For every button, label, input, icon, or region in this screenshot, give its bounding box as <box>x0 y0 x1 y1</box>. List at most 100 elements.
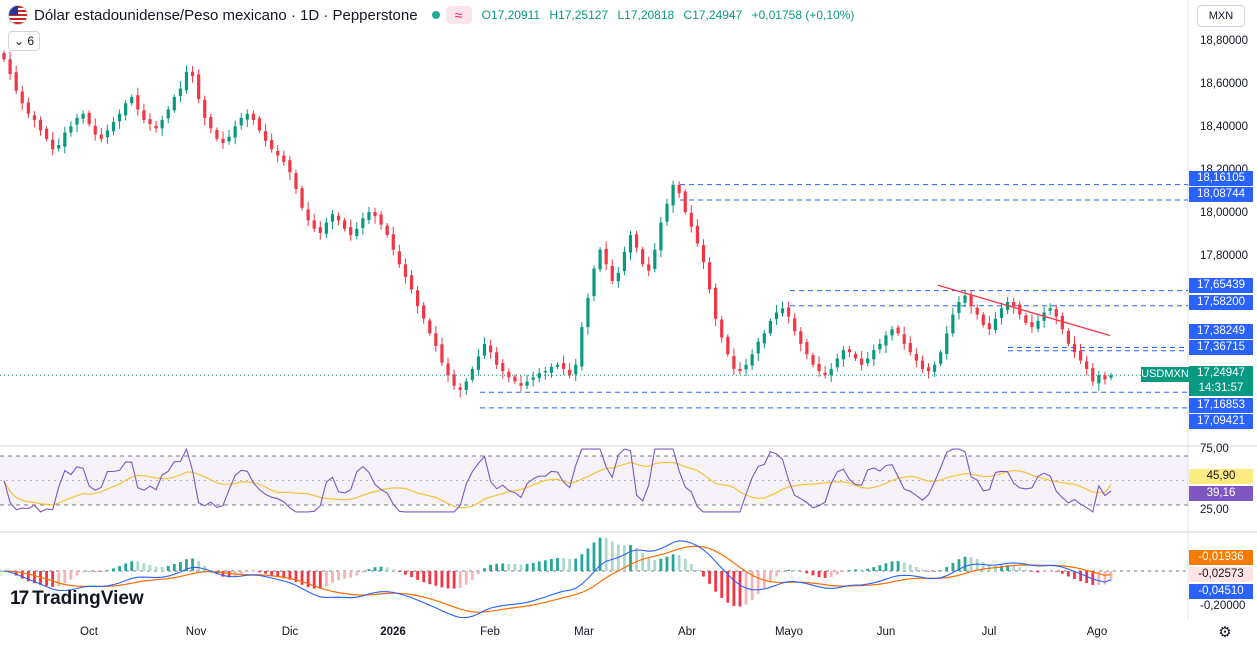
macd-histogram-bar <box>178 562 182 571</box>
macd-histogram-bar <box>14 571 18 576</box>
candle-body <box>531 377 535 380</box>
trendline <box>937 284 1111 337</box>
candlestick-series <box>2 50 1113 398</box>
last-price-tag: 17,24947 <box>1189 366 1253 381</box>
candle-body <box>677 184 681 194</box>
level-tag: 17,16853 <box>1189 398 1253 413</box>
macd-histogram-bar <box>20 571 24 579</box>
candle-body <box>1024 315 1028 323</box>
macd-histogram-bar <box>994 565 997 571</box>
macd-histogram-bar <box>726 571 730 603</box>
macd-histogram-bar <box>446 571 450 589</box>
rsi-tick-label: 75,00 <box>1200 443 1229 455</box>
macd-histogram-bar <box>775 571 778 577</box>
candle-body <box>726 336 730 355</box>
macd-histogram-bar <box>1073 571 1076 580</box>
candle-body <box>117 113 122 122</box>
macd-histogram-bar <box>1085 571 1089 584</box>
macd-histogram-bar <box>191 558 194 571</box>
macd-histogram-bar <box>361 571 365 573</box>
macd-histogram-bar <box>787 569 791 571</box>
candle-body <box>57 145 61 149</box>
time-tick-label: Mar <box>574 626 594 638</box>
candle-body <box>385 225 389 236</box>
macd-histogram-bar <box>525 563 529 571</box>
macd-histogram-bar <box>647 558 651 571</box>
candle-body <box>780 308 785 314</box>
macd-histogram-bar <box>768 571 772 583</box>
candle-body <box>26 102 30 114</box>
candle-body <box>416 290 420 307</box>
candle-body <box>440 344 444 363</box>
macd-histogram-bar <box>1012 565 1016 571</box>
tradingview-logo[interactable]: 17 TradingView <box>10 588 144 610</box>
candle-body <box>355 228 359 236</box>
candle-body <box>580 327 584 367</box>
candle-body <box>294 173 298 190</box>
macd-histogram-bar <box>185 559 188 571</box>
candle-body <box>555 364 560 367</box>
candle-body <box>482 343 487 356</box>
candle-body <box>653 249 657 269</box>
currency-selector[interactable]: MXN <box>1197 5 1245 27</box>
candle-body <box>945 333 949 354</box>
macd-histogram-bar <box>933 571 937 572</box>
macd-histogram-bar <box>537 561 541 571</box>
macd-histogram-bar <box>93 571 97 572</box>
macd-histogram-bar <box>756 571 760 595</box>
macd-histogram-bar <box>81 571 85 573</box>
macd-histogram-bar <box>665 556 669 571</box>
macd-histogram-bar <box>781 571 784 572</box>
indicator-wave-icon[interactable]: ≈ <box>445 6 472 24</box>
macd-histogram-bar <box>130 561 134 571</box>
macd-histogram-bar <box>288 571 292 580</box>
candle-body <box>993 318 998 331</box>
macd-histogram-bar <box>124 563 128 571</box>
candle-body <box>1012 302 1016 307</box>
candle-body <box>452 374 456 386</box>
macd-histogram-bar <box>245 571 249 573</box>
macd-histogram-bar <box>689 564 693 571</box>
macd-histogram-bar <box>750 571 754 601</box>
candle-body <box>659 222 663 251</box>
macd-histogram-bar <box>99 571 103 572</box>
indicators-collapse-button[interactable]: ⌄ 6 <box>8 31 41 51</box>
macd-histogram-bar <box>914 566 918 571</box>
candle-body <box>999 308 1004 318</box>
macd-histogram-bar <box>69 571 73 580</box>
descending-trendline <box>937 284 1111 337</box>
candle-body <box>105 130 110 138</box>
macd-histogram-bar <box>1097 571 1101 585</box>
macd-histogram-bar <box>1060 571 1064 574</box>
candle-body <box>738 368 742 372</box>
macd-histogram-bar <box>282 571 286 579</box>
macd-histogram-bar <box>951 562 955 571</box>
candle-body <box>178 88 182 97</box>
candle-body <box>136 95 140 110</box>
macd-histogram-bar <box>598 537 602 571</box>
macd-histogram-bar <box>87 570 91 572</box>
candle-body <box>628 235 633 253</box>
candle-body <box>446 363 450 376</box>
price-tick-label: 18,40000 <box>1200 121 1248 133</box>
macd-histogram-bar <box>51 571 55 587</box>
candle-body <box>318 227 322 233</box>
gear-icon[interactable]: ⚙ <box>1218 624 1232 641</box>
candle-body <box>221 138 225 143</box>
candle-body <box>257 118 262 131</box>
macd-histogram-bar <box>653 559 657 571</box>
macd-histogram-bar <box>562 558 565 571</box>
candle-body <box>464 381 468 390</box>
rsi-tick-label: 25,00 <box>1200 504 1229 516</box>
candle-body <box>908 343 912 353</box>
macd-histogram-bar <box>896 561 900 571</box>
candle-body <box>507 371 511 378</box>
symbol-title[interactable]: Dólar estadounidense/Peso mexicano · 1D … <box>34 6 418 24</box>
candle-body <box>1097 375 1101 384</box>
macd-histogram-bar <box>1030 571 1034 572</box>
candle-body <box>811 355 815 365</box>
candle-body <box>519 383 523 386</box>
macd-histogram-bar <box>270 571 274 576</box>
macd-histogram-bar <box>805 571 809 574</box>
